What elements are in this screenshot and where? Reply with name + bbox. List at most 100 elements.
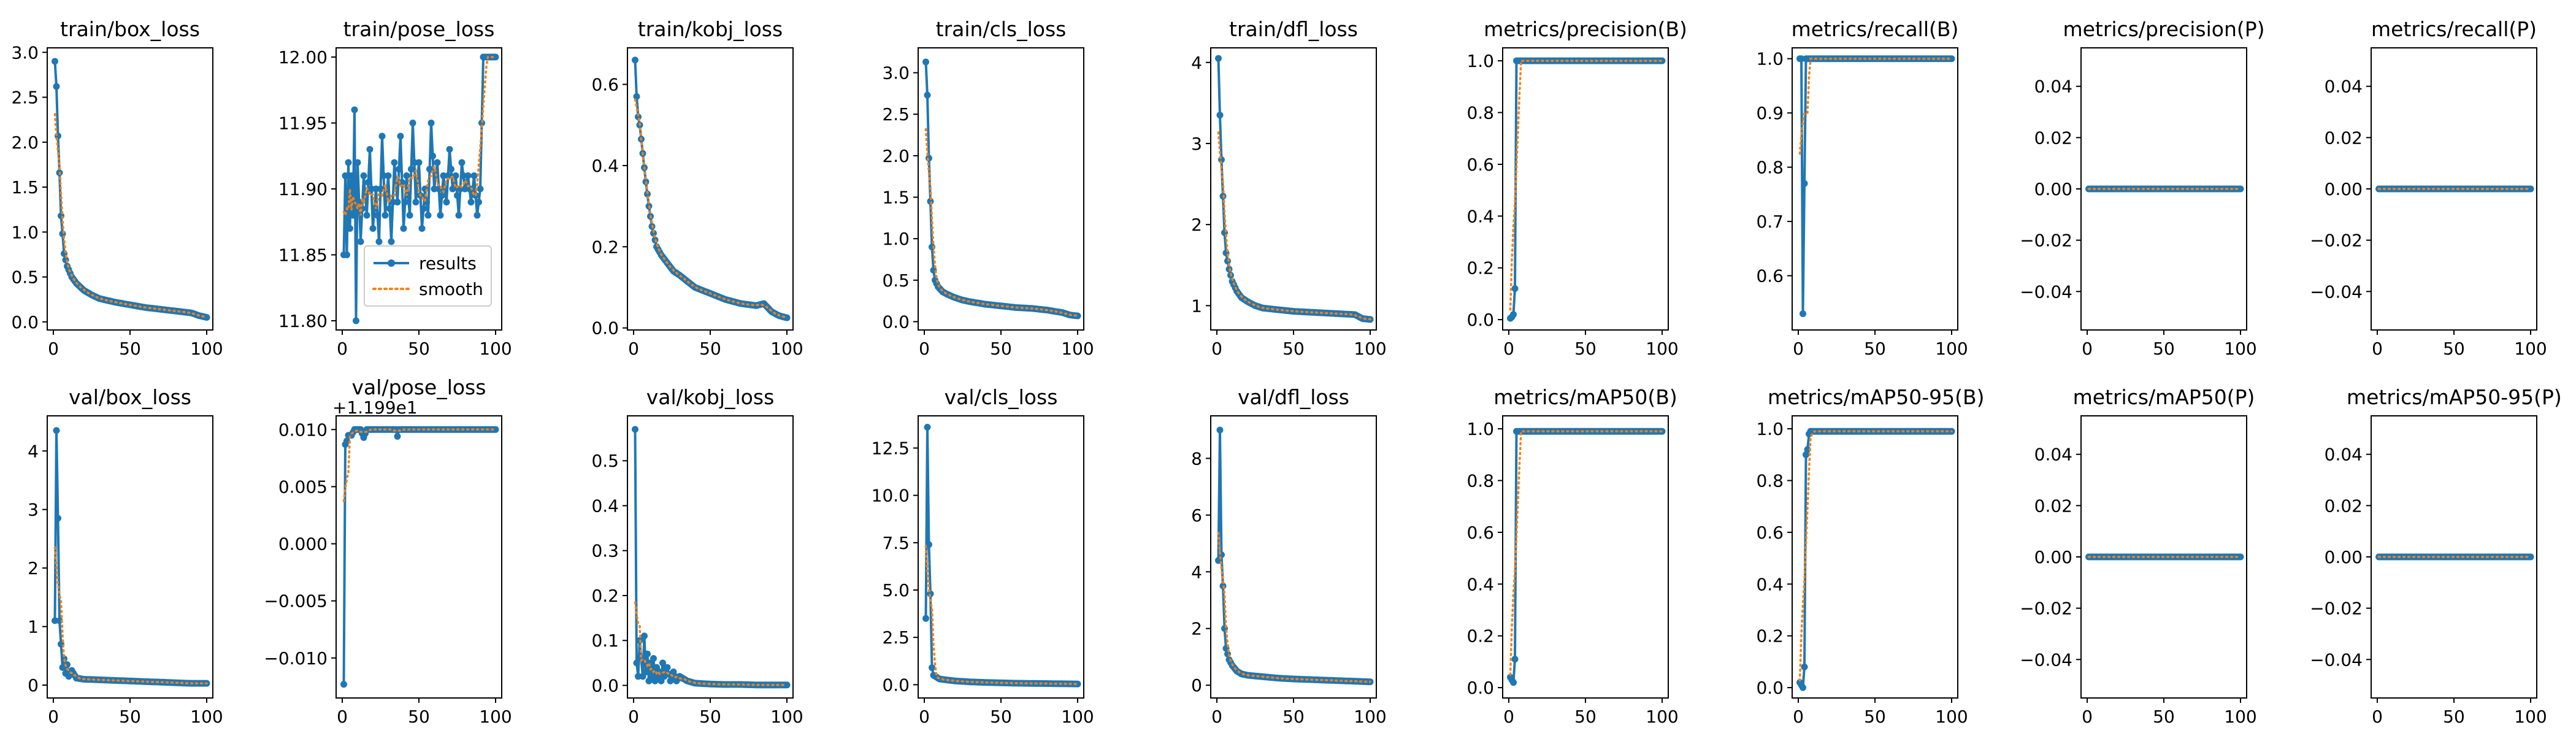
y-tick-label: −0.02 xyxy=(2310,231,2363,251)
results-point xyxy=(386,205,393,212)
y-tick-label: 7.5 xyxy=(882,533,910,553)
y-tick-label: 3.0 xyxy=(882,63,910,83)
y-tick-label: 0.00 xyxy=(2034,547,2072,567)
axes-frame xyxy=(1210,47,1377,331)
y-tick-label: 12.5 xyxy=(872,438,910,458)
y-tick-label: 0.4 xyxy=(591,496,619,516)
y-tick-label: 0.5 xyxy=(591,451,619,471)
y-tick-label: 3 xyxy=(1191,134,1202,154)
chart-panel: train/cls_loss 0.0 0.5 1.0 1.5 2.0 2.5 3.0 0 50 10… xyxy=(882,17,1094,359)
chart-title: train/dfl_loss xyxy=(1229,17,1358,41)
chart-panel: metrics/mAP50-95(P) −0.04 −0.02 0.00 0.02 0.0… xyxy=(2310,385,2562,727)
results-point xyxy=(2237,185,2244,193)
y-tick-label: 0 xyxy=(28,675,39,696)
y-tick-label: 2.0 xyxy=(882,146,910,166)
results-line xyxy=(924,61,1078,317)
y-tick-label: 2 xyxy=(28,558,39,578)
y-tick-label: 0.02 xyxy=(2034,496,2072,516)
chart-plot: −0.04 −0.02 0.00 0.02 0.04 0 50 100 xyxy=(2310,47,2547,359)
results-point xyxy=(420,205,427,212)
y-tick-label: −0.04 xyxy=(2310,282,2363,302)
smooth-line xyxy=(1509,59,1663,311)
results-point xyxy=(644,650,651,657)
y-tick-label: 0.6 xyxy=(1466,523,1494,543)
chart-title: val/box_loss xyxy=(69,385,191,409)
y-tick-label: 0.2 xyxy=(591,237,619,257)
chart-panel: metrics/precision(P) −0.04 −0.02 0.00 0.02 0.… xyxy=(2020,17,2264,359)
results-point xyxy=(343,437,350,445)
axes-frame xyxy=(47,47,213,331)
results-point xyxy=(385,172,392,179)
axes-frame xyxy=(2371,415,2537,699)
x-tick-label: 50 xyxy=(408,339,430,359)
chart-title: train/cls_loss xyxy=(935,17,1067,41)
chart-title: metrics/precision(P) xyxy=(2063,17,2265,41)
y-tick-label: −0.005 xyxy=(264,591,328,611)
results-point xyxy=(929,664,935,672)
y-tick-label: 0.0 xyxy=(882,675,910,695)
chart-title: val/pose_loss xyxy=(351,375,486,399)
smooth-line xyxy=(634,98,788,318)
smooth-line xyxy=(1798,57,1953,155)
x-tick-label: 50 xyxy=(1864,707,1886,727)
results-line xyxy=(1509,59,1662,320)
results-point xyxy=(345,159,352,166)
legend-label-smooth: smooth xyxy=(419,278,483,299)
axes-frame xyxy=(627,47,794,331)
chart-panel: train/dfl_loss 1 2 3 4 0 50 100 xyxy=(1191,17,1387,359)
results-point xyxy=(470,172,478,179)
chart-title: train/kobj_loss xyxy=(637,17,783,41)
x-tick-label: 0 xyxy=(1503,707,1514,727)
chart-title: metrics/mAP50-95(P) xyxy=(2347,385,2562,409)
results-point xyxy=(354,159,361,166)
legend-label-results: results xyxy=(419,253,477,274)
results-point xyxy=(926,155,932,162)
results-point xyxy=(924,91,931,99)
y-tick-label: 0.00 xyxy=(2325,179,2363,199)
smooth-line xyxy=(342,56,497,219)
chart-plot: 0.0 0.2 0.4 0.6 0.8 1.0 0 50 100 xyxy=(1756,415,1968,727)
x-tick-label: 0 xyxy=(48,339,59,359)
x-tick-label: 100 xyxy=(479,339,512,359)
smooth-line xyxy=(924,545,1079,685)
chart-title: metrics/recall(B) xyxy=(1791,17,1959,41)
chart-title: val/cls_loss xyxy=(944,385,1058,409)
results-point xyxy=(53,427,60,434)
y-tick-label: 1.0 xyxy=(1756,49,1784,69)
x-tick-label: 50 xyxy=(990,339,1012,359)
axes-frame xyxy=(2371,47,2537,331)
results-point xyxy=(1804,446,1811,453)
y-tick-label: 2.5 xyxy=(882,104,910,125)
y-tick-label: 0.04 xyxy=(2034,445,2072,465)
chart-plot: 11.80 11.85 11.90 11.95 12.00 0 50 100 xyxy=(278,47,512,359)
x-tick-label: 0 xyxy=(337,707,348,727)
axes-frame xyxy=(1792,415,1958,699)
results-point xyxy=(1511,656,1519,663)
results-point xyxy=(2527,553,2534,561)
results-point xyxy=(61,655,67,662)
results-point xyxy=(203,314,210,321)
x-tick-label: 0 xyxy=(2082,707,2093,727)
results-point xyxy=(418,225,426,232)
results-point xyxy=(348,172,355,179)
x-tick-label: 0 xyxy=(1793,707,1804,727)
smooth-line xyxy=(53,546,208,684)
results-point xyxy=(1216,112,1224,119)
results-point xyxy=(409,120,416,126)
y-tick-label: 0.000 xyxy=(278,534,328,554)
y-tick-label: 2.0 xyxy=(11,132,39,153)
x-tick-label: 50 xyxy=(1282,707,1305,727)
results-point xyxy=(399,178,405,186)
results-point xyxy=(650,655,657,662)
results-point xyxy=(455,212,462,219)
chart-title: val/kobj_loss xyxy=(646,385,775,409)
chart-plot: −0.04 −0.02 0.00 0.02 0.04 0 50 100 xyxy=(2310,415,2547,727)
y-tick-label: −0.04 xyxy=(2020,650,2072,670)
chart-title: metrics/recall(P) xyxy=(2371,17,2537,41)
axes-frame xyxy=(918,47,1084,331)
results-point xyxy=(429,152,436,159)
y-tick-label: 0.0 xyxy=(11,312,39,332)
results-point xyxy=(1510,679,1517,686)
results-point xyxy=(1510,311,1517,318)
